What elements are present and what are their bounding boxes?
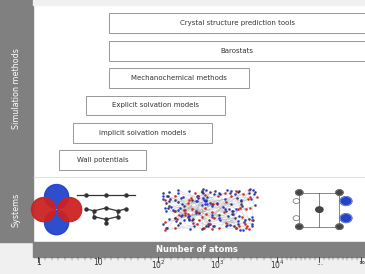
Ellipse shape: [31, 198, 55, 222]
Bar: [299, 193, 339, 227]
FancyBboxPatch shape: [109, 41, 365, 61]
Circle shape: [340, 214, 352, 222]
Text: Explicit solvation models: Explicit solvation models: [112, 102, 199, 109]
Text: Barostats: Barostats: [220, 48, 254, 54]
Ellipse shape: [45, 211, 69, 235]
Bar: [0, 0, 33, 177]
Text: $10^2$: $10^2$: [150, 258, 165, 270]
Text: Systems: Systems: [12, 192, 21, 227]
Bar: [33, 242, 365, 257]
Circle shape: [296, 224, 303, 229]
Circle shape: [316, 207, 323, 212]
Bar: [33, 0, 365, 177]
FancyBboxPatch shape: [59, 150, 146, 170]
Bar: [33, 177, 365, 242]
Bar: [33, 0, 365, 5]
Text: Simulation methods: Simulation methods: [12, 48, 21, 129]
Text: $10^3$: $10^3$: [210, 258, 225, 270]
Bar: [0, 257, 365, 274]
FancyBboxPatch shape: [109, 13, 365, 33]
FancyBboxPatch shape: [86, 96, 226, 115]
Text: Mechanochemical methods: Mechanochemical methods: [131, 75, 227, 81]
Text: Wall potentials: Wall potentials: [77, 157, 128, 163]
Text: ...: ...: [316, 258, 323, 267]
Text: Implicit solvation models: Implicit solvation models: [99, 130, 186, 136]
Circle shape: [336, 224, 343, 229]
Circle shape: [340, 197, 352, 206]
FancyBboxPatch shape: [73, 123, 212, 143]
FancyBboxPatch shape: [109, 68, 249, 88]
Text: 1: 1: [36, 258, 41, 267]
Circle shape: [296, 190, 303, 195]
Bar: [0, 177, 33, 242]
Text: Crystal structure prediction tools: Crystal structure prediction tools: [180, 20, 295, 26]
Text: $10^4$: $10^4$: [270, 258, 285, 270]
Text: 10: 10: [93, 258, 103, 267]
Ellipse shape: [45, 184, 69, 209]
Ellipse shape: [58, 198, 82, 222]
Text: Number of atoms: Number of atoms: [156, 245, 238, 254]
Text: ∞: ∞: [358, 258, 365, 267]
Circle shape: [336, 190, 343, 195]
